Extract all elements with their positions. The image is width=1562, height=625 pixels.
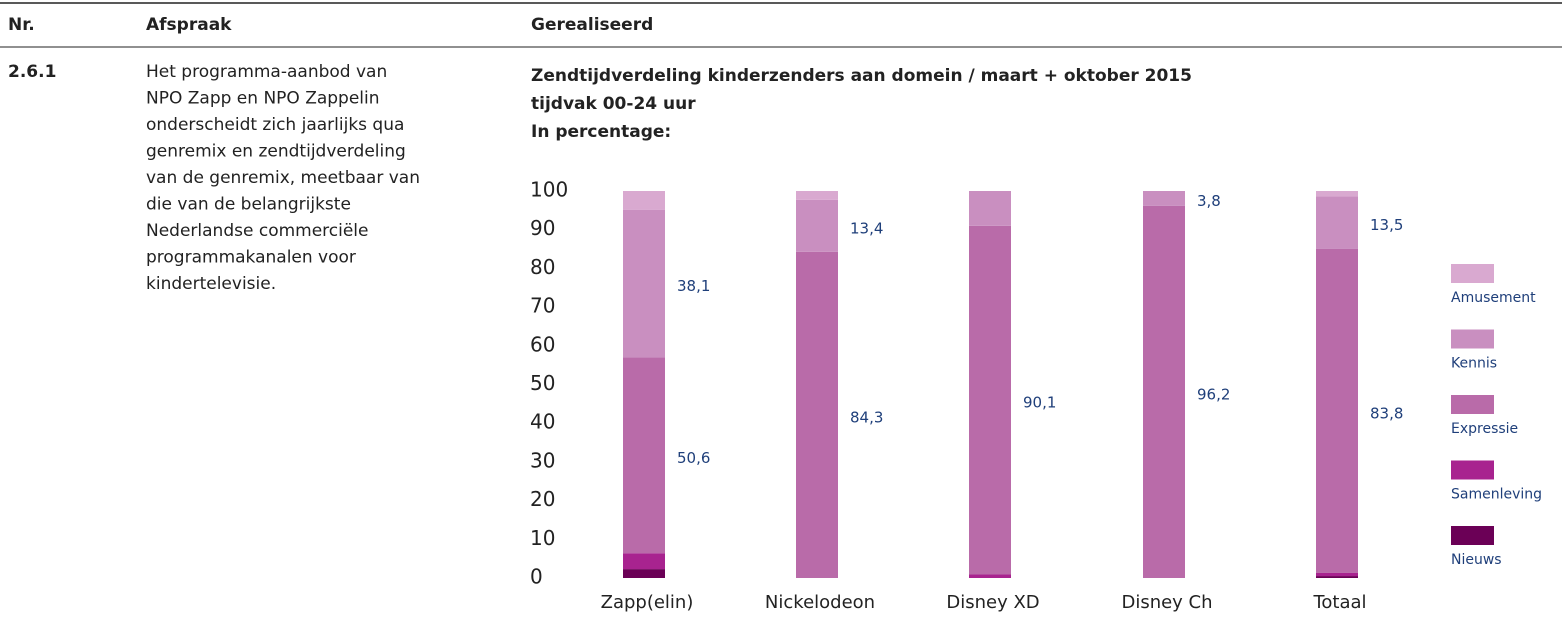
value-label: 3,8 bbox=[1197, 192, 1221, 210]
legend-label: Samenleving bbox=[1451, 487, 1542, 503]
value-label: 38,1 bbox=[677, 277, 710, 295]
y-tick-label: 10 bbox=[530, 526, 555, 550]
bar-segment bbox=[969, 191, 1011, 226]
bar-segment bbox=[1316, 191, 1358, 197]
row-number: 2.6.1 bbox=[8, 62, 56, 82]
agreement-line: NPO Zapp en NPO Zappelin bbox=[146, 89, 380, 109]
x-tick-label: Disney Ch bbox=[1121, 592, 1212, 613]
bar-segment bbox=[1143, 191, 1185, 206]
bar-segment bbox=[1316, 576, 1358, 578]
y-tick-label: 60 bbox=[530, 332, 555, 356]
y-tick-label: 80 bbox=[530, 255, 555, 279]
header-cell: Nr. bbox=[8, 15, 35, 35]
agreement-line: kindertelevisie. bbox=[146, 274, 276, 294]
header-cell: Gerealiseerd bbox=[531, 15, 653, 35]
x-tick-label: Nickelodeon bbox=[765, 592, 875, 613]
agreement-line: van de genremix, meetbaar van bbox=[146, 168, 420, 188]
legend-label: Expressie bbox=[1451, 421, 1518, 437]
bar-segment bbox=[623, 357, 665, 554]
legend-swatch bbox=[1451, 460, 1494, 480]
y-tick-label: 70 bbox=[530, 294, 555, 318]
bar-segment bbox=[1316, 572, 1358, 577]
bar-segment bbox=[1143, 205, 1185, 578]
agreement-line: die van de belangrijkste bbox=[146, 195, 351, 215]
bar-segment bbox=[623, 209, 665, 358]
y-tick-label: 40 bbox=[530, 410, 555, 434]
bar-segment bbox=[969, 574, 1011, 578]
y-tick-label: 20 bbox=[530, 487, 555, 511]
value-label: 50,6 bbox=[677, 449, 710, 467]
y-tick-label: 100 bbox=[530, 178, 568, 202]
chart-subtitle: tijdvak 00-24 uur bbox=[531, 94, 696, 114]
bar-segment bbox=[796, 191, 838, 200]
y-tick-label: 30 bbox=[530, 448, 555, 472]
value-label: 13,5 bbox=[1370, 216, 1403, 234]
value-label: 83,8 bbox=[1370, 404, 1403, 422]
value-label: 90,1 bbox=[1023, 394, 1056, 412]
bar-segment bbox=[796, 199, 838, 252]
bar-segment bbox=[1316, 196, 1358, 249]
bar-segment bbox=[623, 569, 665, 578]
bar-segment bbox=[623, 553, 665, 570]
x-tick-label: Totaal bbox=[1312, 592, 1366, 613]
bar-segment bbox=[623, 191, 665, 210]
value-label: 84,3 bbox=[850, 408, 883, 426]
x-tick-label: Zapp(elin) bbox=[601, 592, 694, 613]
legend-label: Nieuws bbox=[1451, 552, 1502, 568]
header-cell: Afspraak bbox=[146, 15, 232, 35]
bar-segment bbox=[969, 225, 1011, 575]
y-tick-label: 0 bbox=[530, 565, 543, 589]
legend-swatch bbox=[1451, 395, 1494, 414]
agreement-line: onderscheidt zich jaarlijks qua bbox=[146, 115, 404, 135]
value-label: 96,2 bbox=[1197, 385, 1230, 403]
legend-swatch bbox=[1451, 264, 1494, 283]
chart-title: Zendtijdverdeling kinderzenders aan dome… bbox=[531, 66, 1192, 86]
agreement-line: Nederlandse commerciële bbox=[146, 221, 369, 241]
agreement-line: genremix en zendtijdverdeling bbox=[146, 142, 406, 162]
y-tick-label: 50 bbox=[530, 371, 555, 395]
legend-swatch bbox=[1451, 526, 1494, 545]
bar-segment bbox=[1316, 248, 1358, 573]
agreement-line: programmakanalen voor bbox=[146, 248, 356, 268]
legend-swatch bbox=[1451, 329, 1494, 349]
bar-segment bbox=[796, 251, 838, 578]
legend-label: Kennis bbox=[1451, 356, 1497, 372]
agreement-line: Het programma-aanbod van bbox=[146, 62, 387, 82]
x-tick-label: Disney XD bbox=[946, 592, 1039, 613]
legend-label: Amusement bbox=[1451, 290, 1536, 306]
value-label: 13,4 bbox=[850, 219, 883, 237]
chart-note: In percentage: bbox=[531, 122, 671, 142]
y-tick-label: 90 bbox=[530, 216, 555, 240]
